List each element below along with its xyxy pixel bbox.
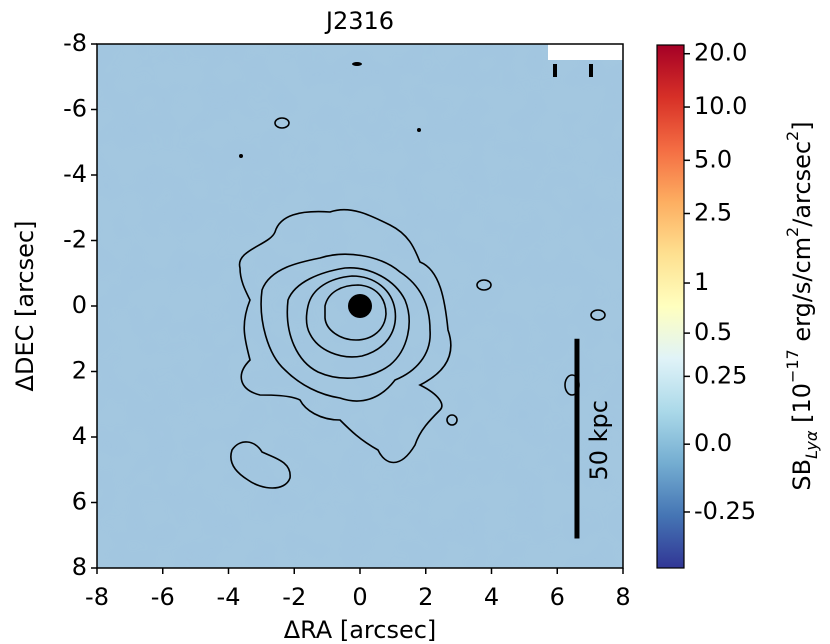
y-tick-label: 0 <box>72 291 87 319</box>
y-tick-label: 8 <box>72 553 87 581</box>
x-axis-label: ΔRA [arcsec] <box>284 616 437 644</box>
colorbar-tick-label: 2.5 <box>694 199 732 227</box>
image <box>97 44 623 568</box>
y-tick-label: 2 <box>72 357 87 385</box>
colorbar-label-part: 2 <box>783 227 802 237</box>
y-tick-label: -2 <box>63 226 87 254</box>
y-tick-label: 6 <box>72 488 87 516</box>
x-tick-label: -8 <box>85 583 109 611</box>
y-tick-label: 4 <box>72 422 87 450</box>
annotation: 50 kpc <box>585 400 613 481</box>
colorbar-tick-label: 0.5 <box>694 318 732 346</box>
x-tick-label: -4 <box>217 583 241 611</box>
colorbar-label-part: Lyα <box>802 430 821 459</box>
colorbar-tick-label: -0.25 <box>694 497 756 525</box>
colorbar-tick-label: 10.0 <box>694 92 747 120</box>
colorbar-tick-label: 0.25 <box>694 361 747 389</box>
colorbar-label-part: −17 <box>783 349 802 383</box>
colorbar-label-part: 2 <box>783 131 802 141</box>
colorbar-tick-label: 0.0 <box>694 429 732 457</box>
colorbar-label-part: erg/s/cm <box>788 237 816 349</box>
colorbar-tick-label: 1 <box>694 268 709 296</box>
y-axis-label: ΔDEC [arcsec] <box>11 221 39 392</box>
y-tick-label: -6 <box>63 95 87 123</box>
colorbar-label: SBLyα [10−17 erg/s/cm2/arcsec2] <box>783 121 821 490</box>
colorbar-label-part: /arcsec <box>788 141 816 227</box>
y-tick-label: -8 <box>63 29 87 57</box>
x-tick-label: 6 <box>550 583 565 611</box>
x-tick-label: 4 <box>484 583 499 611</box>
colorbar-label-part: ] <box>788 121 816 130</box>
x-tick-label: 0 <box>352 583 367 611</box>
x-tick-label: -6 <box>151 583 175 611</box>
x-tick-label: -2 <box>282 583 306 611</box>
colorbar-label-part: [10 <box>788 383 816 431</box>
colorbar <box>656 44 685 569</box>
x-tick-label: 8 <box>615 583 630 611</box>
colorbar-tick-label: 5.0 <box>694 145 732 173</box>
x-tick-label: 2 <box>418 583 433 611</box>
colorbar-label-part: SB <box>788 459 816 491</box>
y-tick-label: -4 <box>63 160 87 188</box>
colorbar-tick-label: 20.0 <box>694 39 747 67</box>
chart-title: J2316 <box>324 7 394 35</box>
